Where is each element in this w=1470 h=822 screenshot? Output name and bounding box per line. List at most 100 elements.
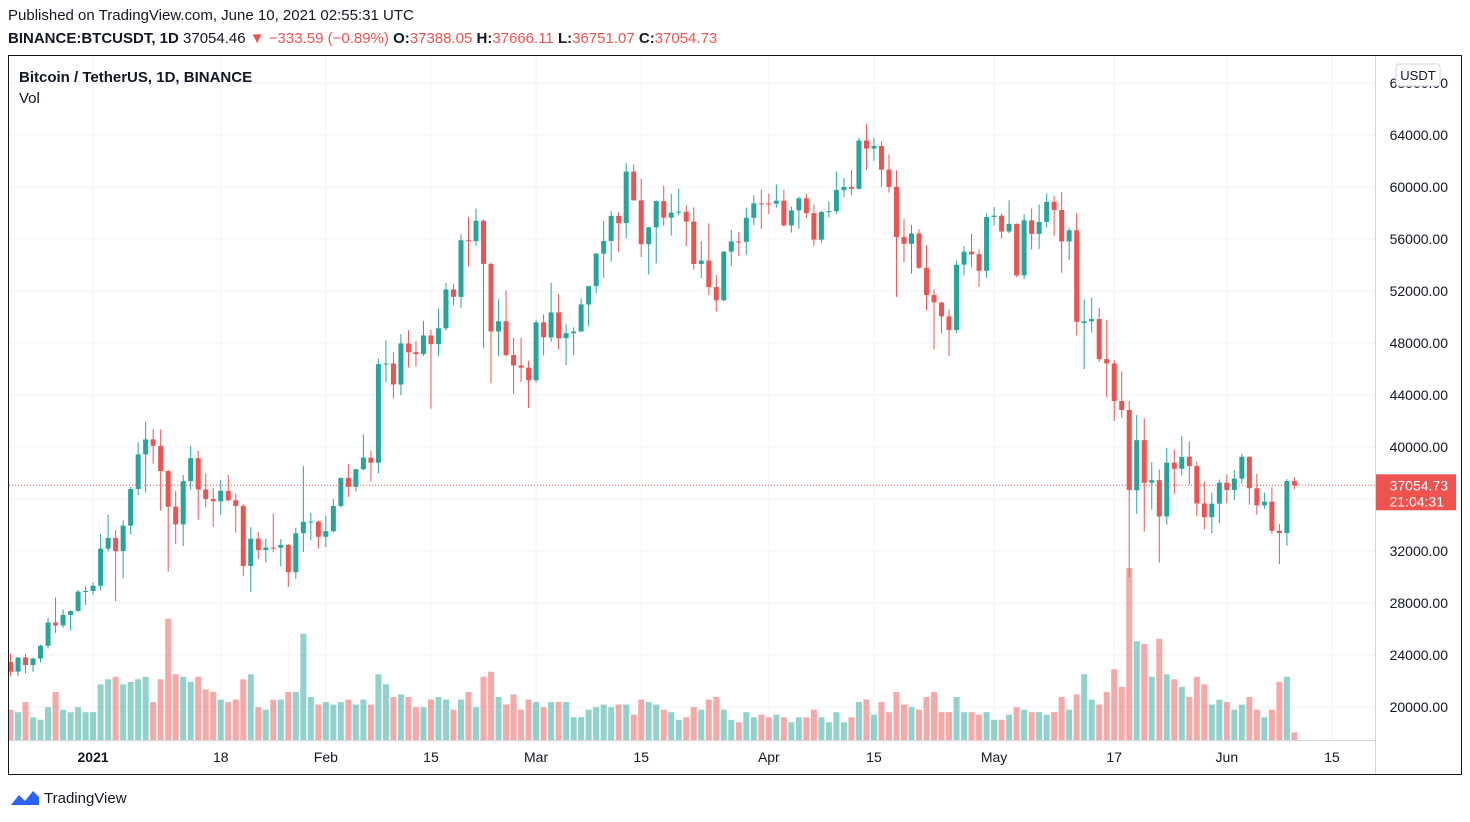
candle-body bbox=[1164, 462, 1170, 517]
candle-body bbox=[863, 140, 869, 149]
volume-bar bbox=[135, 679, 142, 740]
candle-body bbox=[601, 240, 607, 254]
x-tick-label: 17 bbox=[1106, 749, 1122, 765]
volume-bar bbox=[105, 679, 112, 740]
candle-body bbox=[165, 471, 171, 507]
arrow: ▼ bbox=[249, 30, 265, 47]
candle-body bbox=[691, 221, 697, 264]
volume-bar bbox=[540, 707, 547, 740]
volume-bar bbox=[322, 702, 329, 740]
volume-bar bbox=[555, 702, 562, 740]
volume-bar bbox=[660, 709, 667, 740]
candle-body bbox=[931, 295, 937, 303]
candle-body bbox=[195, 458, 201, 490]
volume-bar bbox=[255, 707, 262, 740]
candle-body bbox=[1261, 501, 1267, 506]
candle-body bbox=[496, 321, 502, 332]
o: 37388.05 bbox=[409, 30, 473, 47]
h: 37666.11 bbox=[492, 30, 554, 47]
volume-bar bbox=[157, 679, 164, 740]
candle-body bbox=[1021, 220, 1027, 276]
candle-body bbox=[1074, 230, 1080, 322]
candle-body bbox=[1276, 530, 1282, 534]
volume-bar bbox=[780, 717, 787, 740]
ohlc-header: BINANCE:BTCUSDT, 1D 37054.46 ▼ −333.59 (… bbox=[8, 30, 717, 47]
volume-bar bbox=[52, 691, 59, 740]
candle-body bbox=[796, 198, 802, 211]
volume-bar bbox=[307, 697, 314, 740]
currency-button bbox=[1395, 63, 1441, 87]
candle-body bbox=[999, 215, 1005, 232]
candle-body bbox=[1111, 363, 1117, 402]
candle-body bbox=[30, 658, 36, 665]
brand-text: TradingView bbox=[44, 789, 127, 807]
volume-bar bbox=[1268, 709, 1275, 740]
candle-body bbox=[976, 254, 982, 271]
legend-volume: Vol bbox=[19, 90, 40, 107]
x-tick-label: 15 bbox=[866, 749, 882, 765]
candle-body bbox=[293, 533, 299, 573]
frame bbox=[8, 55, 1462, 775]
candle-body bbox=[1156, 480, 1162, 517]
volume-bar bbox=[225, 702, 232, 740]
volume-bar bbox=[247, 674, 254, 740]
volume-bar bbox=[165, 618, 172, 740]
logo-icon bbox=[11, 791, 39, 805]
candle-body bbox=[1051, 201, 1057, 210]
volume-bar bbox=[885, 712, 892, 740]
volume-bar bbox=[803, 717, 810, 740]
volume-bar bbox=[277, 699, 284, 740]
volume-bar bbox=[855, 702, 862, 740]
volume-bar bbox=[1043, 714, 1050, 740]
volume-bar bbox=[870, 714, 877, 740]
candle-body bbox=[330, 505, 336, 532]
volume-bar bbox=[210, 691, 217, 740]
volume-bar bbox=[608, 707, 615, 740]
c-label: C: bbox=[638, 30, 655, 47]
volume-bar bbox=[172, 674, 179, 740]
volume-bar bbox=[968, 712, 975, 740]
volume-bar bbox=[690, 707, 697, 740]
volume-bar bbox=[991, 719, 998, 740]
volume-bar bbox=[810, 709, 817, 740]
candle-body bbox=[413, 352, 419, 355]
volume-bar bbox=[998, 719, 1005, 740]
candle-body bbox=[180, 481, 186, 525]
brand-logo[interactable]: TradingView bbox=[10, 789, 127, 807]
candle-body bbox=[143, 439, 149, 455]
volume-bar bbox=[1133, 641, 1140, 740]
candle-body bbox=[623, 171, 629, 224]
candle-body bbox=[255, 538, 261, 550]
y-tick-label: 60000.00 bbox=[1390, 179, 1449, 195]
x-tick-label: Apr bbox=[758, 749, 780, 765]
candle-body bbox=[856, 140, 862, 189]
volume-bar bbox=[1276, 681, 1283, 740]
volume-bar bbox=[743, 712, 750, 740]
candle-body bbox=[638, 200, 644, 245]
candle-body bbox=[323, 531, 329, 537]
candle-body bbox=[1194, 466, 1200, 504]
volume-bar bbox=[1006, 714, 1013, 740]
candle-body bbox=[511, 355, 517, 366]
volume-bar bbox=[60, 709, 67, 740]
volume-bar bbox=[961, 712, 968, 740]
volume-bar bbox=[187, 681, 194, 740]
volume-bar bbox=[653, 704, 660, 740]
volume-bar bbox=[285, 691, 292, 740]
volume-bar bbox=[240, 679, 247, 740]
candle-body bbox=[1291, 480, 1297, 486]
candle-body bbox=[563, 333, 569, 339]
volume-bar bbox=[127, 681, 134, 740]
volume-bar bbox=[352, 704, 359, 740]
candle-body bbox=[728, 241, 734, 252]
candle-body bbox=[533, 322, 539, 381]
candle-body bbox=[1059, 209, 1065, 242]
candle-body bbox=[1224, 482, 1230, 490]
volume-bar bbox=[1096, 704, 1103, 740]
candle-body bbox=[826, 211, 832, 213]
candle-body bbox=[390, 363, 396, 385]
candle-body bbox=[1014, 223, 1020, 276]
volume-bar bbox=[112, 676, 119, 740]
volume-bar bbox=[1163, 674, 1170, 740]
volume-bar bbox=[1141, 643, 1148, 740]
